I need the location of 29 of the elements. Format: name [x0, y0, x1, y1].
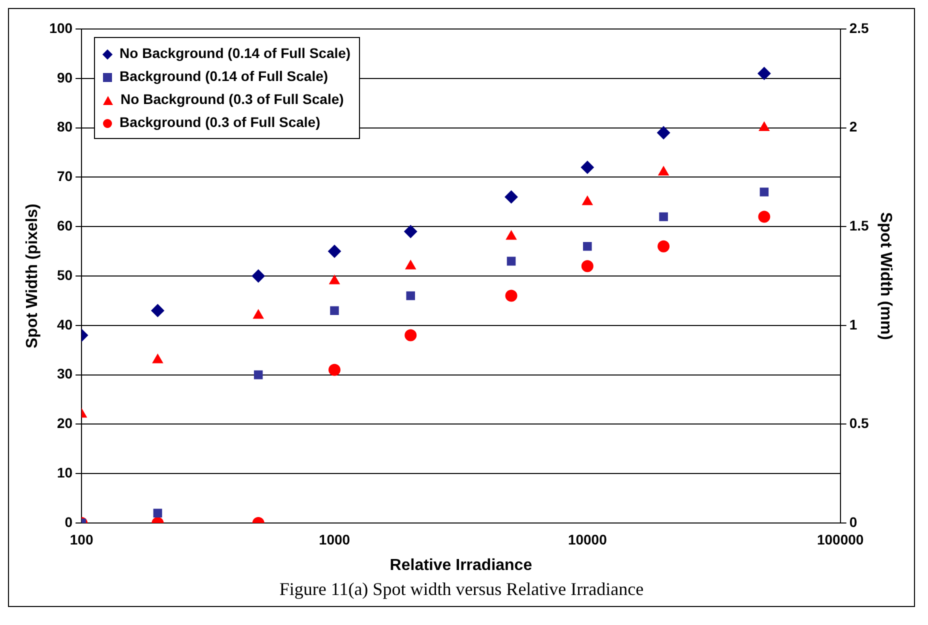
- x-tick-label: 100000: [816, 531, 864, 548]
- y2-tick-label: 2: [849, 118, 858, 135]
- x-axis-title: Relative Irradiance: [390, 556, 532, 574]
- y2-tick-label: 1: [849, 316, 858, 332]
- y-tick-label: 20: [56, 415, 73, 432]
- y2-tick-label: 1.5: [849, 217, 870, 234]
- y2-axis-title: Spot Width (mm): [876, 212, 894, 340]
- y2-tick-label: 0: [849, 514, 858, 530]
- y2-tick-label: 2.5: [849, 20, 870, 36]
- y-tick-label: 100: [49, 20, 73, 36]
- legend-label: No Background (0.3 of Full Scale): [120, 91, 344, 107]
- legend-label: No Background (0.14 of Full Scale): [120, 45, 351, 61]
- y-tick-label: 0: [64, 514, 73, 530]
- y-tick-label: 70: [56, 168, 73, 184]
- y2-tick-label: 0.5: [849, 415, 870, 432]
- y-tick-label: 90: [56, 69, 73, 86]
- x-tick-label: 1000: [318, 531, 350, 548]
- y-tick-label: 80: [56, 118, 73, 135]
- x-tick-label: 10000: [568, 531, 608, 548]
- caption: Figure 11(a) Spot width versus Relative Irradiance: [278, 579, 645, 601]
- x-tick-label: 100: [70, 531, 94, 548]
- y-axis-title: Spot Width (pixels): [24, 204, 42, 348]
- y-tick-label: 60: [56, 217, 73, 234]
- y-tick-label: 50: [56, 266, 73, 283]
- legend-label: Background (0.3 of Full Scale): [120, 114, 320, 130]
- y-tick-label: 30: [56, 366, 73, 382]
- y-tick-label: 10: [56, 464, 73, 480]
- legend-label: Background (0.14 of Full Scale): [120, 68, 328, 84]
- y-tick-label: 40: [56, 316, 73, 332]
